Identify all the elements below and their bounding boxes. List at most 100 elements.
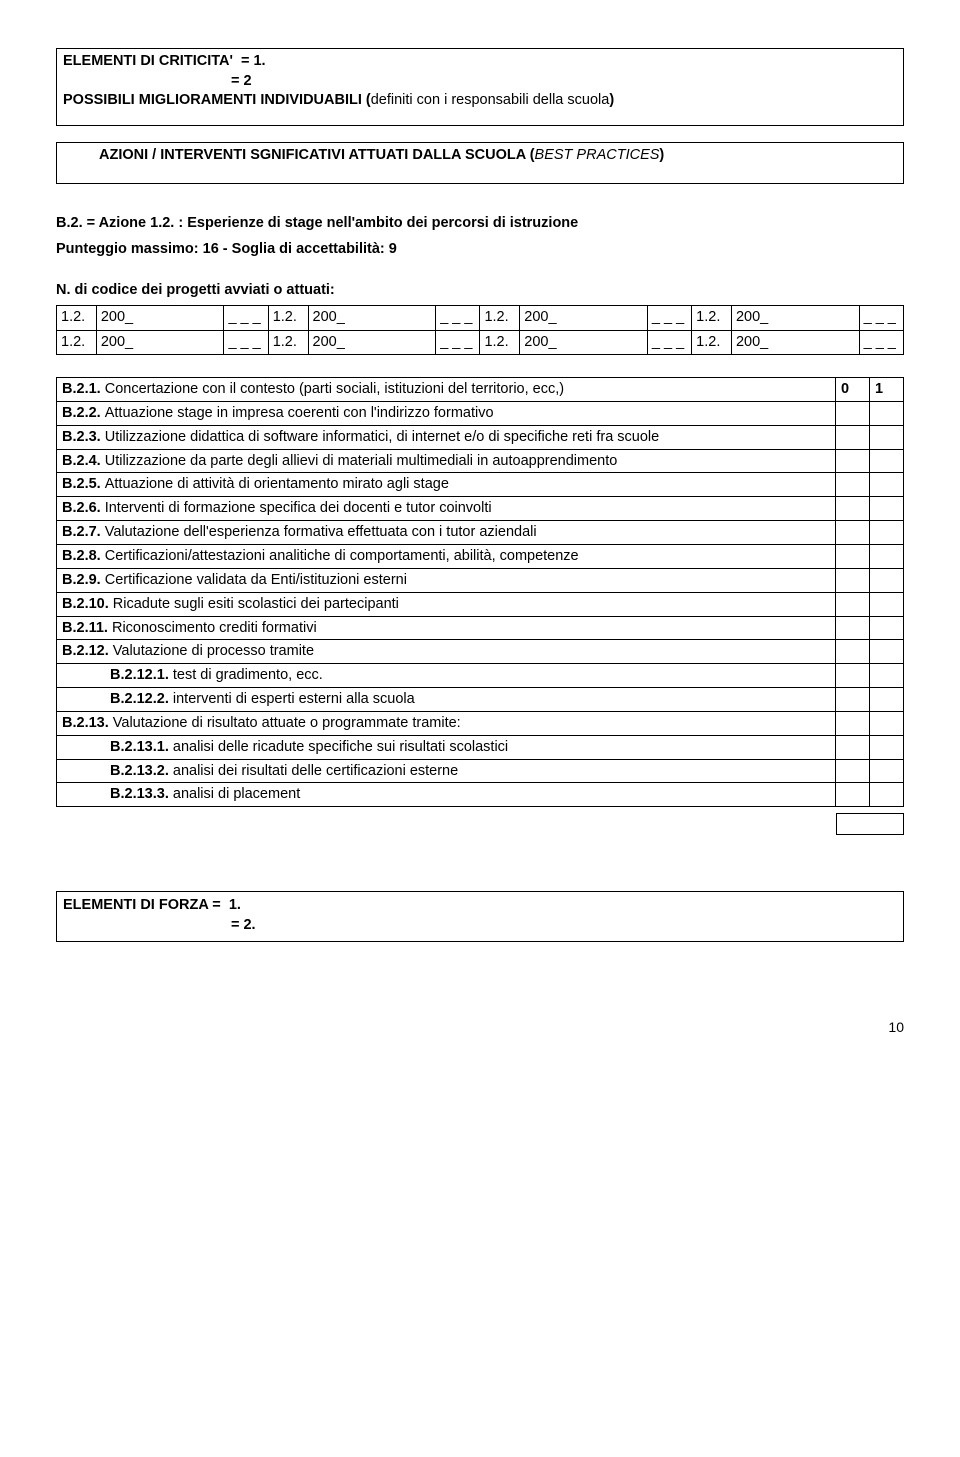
item-row: B.2.11. Riconoscimento crediti formativi (57, 616, 904, 640)
item-row: B.2.5. Attuazione di attività di orienta… (57, 473, 904, 497)
item-row: B.2.13.2. analisi dei risultati delle ce… (57, 759, 904, 783)
item-row: B.2.2. Attuazione stage in impresa coere… (57, 401, 904, 425)
actions-prefix: AZIONI / INTERVENTI SGNIFICATIVI ATTUATI… (99, 147, 535, 163)
code-cell-sp: _ _ _ (436, 305, 480, 330)
code-cell-yr: 200_ (96, 330, 224, 355)
item-row: B.2.13. Valutazione di risultato attuate… (57, 711, 904, 735)
code-cell-lbl: 1.2. (480, 330, 520, 355)
item-text: B.2.7. Valutazione dell'esperienza forma… (57, 521, 836, 545)
improve-suffix: ) (609, 92, 614, 108)
b2-sub: Punteggio massimo: 16 - Soglia di accett… (56, 240, 904, 260)
code-cell-sp: _ _ _ (647, 330, 691, 355)
item-text: B.2.13.1. analisi delle ricadute specifi… (57, 735, 836, 759)
item-col-a (836, 497, 870, 521)
item-col-a (836, 735, 870, 759)
forza-label: ELEMENTI DI FORZA = (63, 897, 221, 913)
item-col-b (870, 735, 904, 759)
item-col-b (870, 401, 904, 425)
item-col-b (870, 759, 904, 783)
forza-box: ELEMENTI DI FORZA = 1. = 2. (56, 891, 904, 942)
code-cell-yr: 200_ (731, 305, 859, 330)
code-row-2: 1.2. 200_ _ _ _ 1.2. 200_ _ _ _ 1.2. 200… (57, 330, 904, 355)
item-col-a (836, 783, 870, 807)
code-cell-lbl: 1.2. (480, 305, 520, 330)
item-row: B.2.12.1. test di gradimento, ecc. (57, 664, 904, 688)
improve-prefix: POSSIBILI MIGLIORAMENTI INDIVIDUABILI ( (63, 92, 371, 108)
item-row: B.2.12.2. interventi di esperti esterni … (57, 688, 904, 712)
item-col-a (836, 664, 870, 688)
item-col-b (870, 616, 904, 640)
trailing-box-wrap (56, 813, 904, 835)
code-row-1: 1.2. 200_ _ _ _ 1.2. 200_ _ _ _ 1.2. 200… (57, 305, 904, 330)
item-col-a (836, 449, 870, 473)
item-row: B.2.9. Certificazione validata da Enti/i… (57, 568, 904, 592)
item-col-a (836, 711, 870, 735)
code-cell-sp: _ _ _ (224, 305, 268, 330)
actions-box: AZIONI / INTERVENTI SGNIFICATIVI ATTUATI… (56, 142, 904, 185)
item-col-a (836, 688, 870, 712)
code-cell-yr: 200_ (308, 305, 436, 330)
item-col-b (870, 711, 904, 735)
item-row: B.2.3. Utilizzazione didattica di softwa… (57, 425, 904, 449)
b2-title: B.2. = Azione 1.2. : Esperienze di stage… (56, 214, 904, 234)
item-text: B.2.5. Attuazione di attività di orienta… (57, 473, 836, 497)
item-col-b (870, 497, 904, 521)
code-cell-lbl: 1.2. (692, 305, 732, 330)
item-col-a (836, 425, 870, 449)
code-cell-lbl: 1.2. (268, 330, 308, 355)
code-cell-sp: _ _ _ (859, 305, 903, 330)
item-col-b (870, 449, 904, 473)
item-col-b (870, 783, 904, 807)
item-row: B.2.6. Interventi di formazione specific… (57, 497, 904, 521)
actions-line: AZIONI / INTERVENTI SGNIFICATIVI ATTUATI… (63, 146, 897, 166)
code-cell-sp: _ _ _ (647, 305, 691, 330)
item-row: B.2.7. Valutazione dell'esperienza forma… (57, 521, 904, 545)
item-text: B.2.1. Concertazione con il contesto (pa… (57, 378, 836, 402)
item-row: B.2.13.1. analisi delle ricadute specifi… (57, 735, 904, 759)
item-col-a (836, 640, 870, 664)
item-row: B.2.1. Concertazione con il contesto (pa… (57, 378, 904, 402)
item-row: B.2.10. Ricadute sugli esiti scolastici … (57, 592, 904, 616)
item-row: B.2.12. Valutazione di processo tramite (57, 640, 904, 664)
items-table: B.2.1. Concertazione con il contesto (pa… (56, 377, 904, 807)
item-text: B.2.13.3. analisi di placement (57, 783, 836, 807)
item-text: B.2.13.2. analisi dei risultati delle ce… (57, 759, 836, 783)
code-cell-yr: 200_ (96, 305, 224, 330)
item-col-b: 1 (870, 378, 904, 402)
forza-val1: 1. (229, 897, 241, 913)
item-row: B.2.8. Certificazioni/attestazioni anali… (57, 544, 904, 568)
item-col-a (836, 568, 870, 592)
item-col-a (836, 592, 870, 616)
item-text: B.2.4. Utilizzazione da parte degli alli… (57, 449, 836, 473)
forza-line2: = 2. (63, 916, 897, 936)
criticita-label: ELEMENTI DI CRITICITA' (63, 53, 233, 69)
item-col-b (870, 688, 904, 712)
item-col-a (836, 473, 870, 497)
code-cell-yr: 200_ (308, 330, 436, 355)
item-col-a (836, 521, 870, 545)
item-text: B.2.10. Ricadute sugli esiti scolastici … (57, 592, 836, 616)
code-cell-sp: _ _ _ (859, 330, 903, 355)
page-number: 10 (56, 1018, 904, 1037)
code-cell-yr: 200_ (520, 330, 648, 355)
item-col-b (870, 640, 904, 664)
item-text: B.2.13. Valutazione di risultato attuate… (57, 711, 836, 735)
item-row: B.2.4. Utilizzazione da parte degli alli… (57, 449, 904, 473)
item-col-a: 0 (836, 378, 870, 402)
item-text: B.2.12.2. interventi di esperti esterni … (57, 688, 836, 712)
item-col-b (870, 544, 904, 568)
forza-line1: ELEMENTI DI FORZA = 1. (63, 896, 897, 916)
trailing-box (836, 813, 904, 835)
actions-mid: BEST PRACTICES (535, 147, 660, 163)
criticita-line2: = 2 (63, 72, 897, 92)
item-col-a (836, 616, 870, 640)
item-text: B.2.11. Riconoscimento crediti formativi (57, 616, 836, 640)
item-text: B.2.12. Valutazione di processo tramite (57, 640, 836, 664)
item-text: B.2.12.1. test di gradimento, ecc. (57, 664, 836, 688)
item-col-b (870, 425, 904, 449)
code-cell-sp: _ _ _ (436, 330, 480, 355)
code-cell-lbl: 1.2. (57, 305, 97, 330)
code-cell-lbl: 1.2. (57, 330, 97, 355)
item-col-b (870, 568, 904, 592)
criticita-box: ELEMENTI DI CRITICITA' = 1. = 2 POSSIBIL… (56, 48, 904, 126)
